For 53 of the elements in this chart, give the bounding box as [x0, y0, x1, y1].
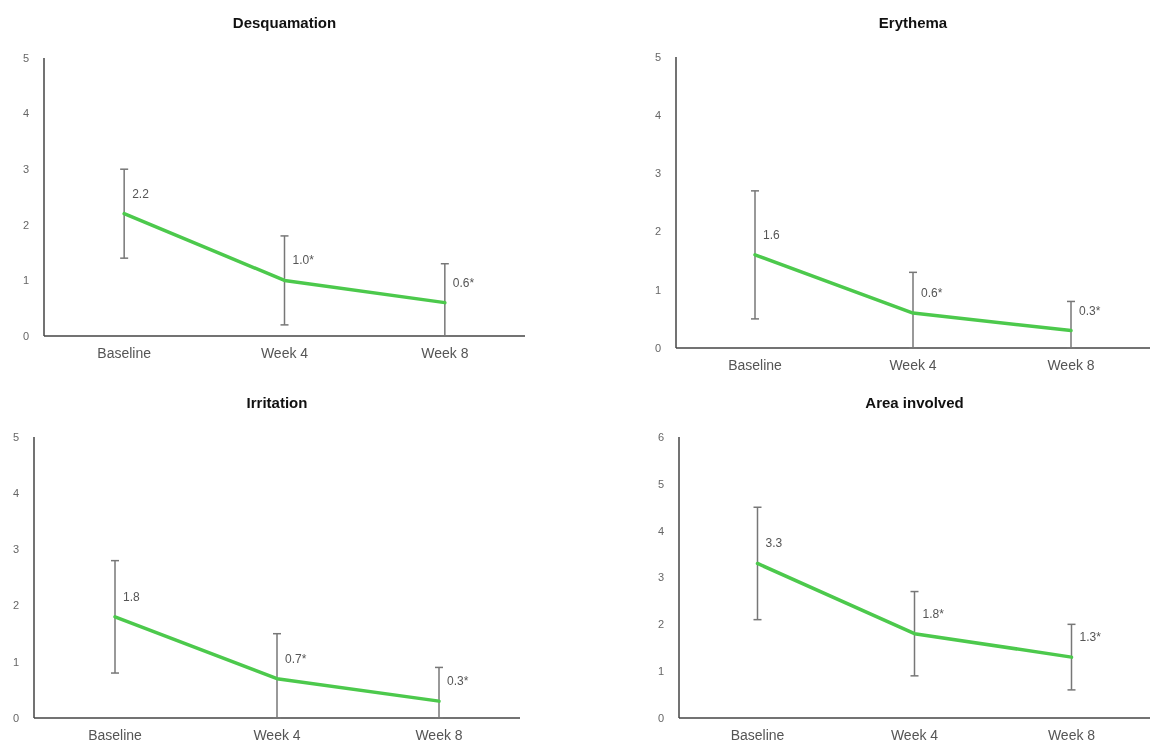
data-label: 0.7*	[285, 651, 307, 666]
y-tick-label: 4	[657, 524, 665, 537]
x-tick-label: Week 4	[253, 727, 301, 743]
x-tick-label: Week 8	[415, 727, 463, 743]
y-tick-label: 5	[22, 51, 30, 64]
y-tick-label: 3	[22, 163, 30, 176]
x-tick-label: Week 4	[889, 357, 937, 373]
data-label: 0.3*	[1079, 303, 1101, 318]
y-tick-label: 0	[12, 711, 20, 724]
y-tick-label: 6	[657, 430, 665, 443]
y-tick-label: 5	[654, 50, 662, 63]
chart-title: Area involved	[865, 394, 964, 411]
y-tick-label: 4	[654, 109, 662, 122]
x-tick-label: Week 4	[260, 345, 309, 361]
y-tick-label: 1	[654, 283, 662, 296]
x-tick-label: Baseline	[88, 727, 143, 743]
y-tick-label: 4	[22, 107, 30, 120]
x-tick-label: Baseline	[728, 357, 783, 373]
y-tick-label: 3	[12, 543, 20, 556]
data-label: 0.6*	[921, 286, 943, 301]
x-tick-label: Week 4	[890, 727, 939, 743]
y-tick-label: 0	[22, 329, 30, 342]
y-tick-label: 3	[657, 571, 665, 584]
x-tick-label: Week 8	[1047, 357, 1095, 373]
data-label: 1.8*	[922, 606, 945, 621]
y-tick-label: 5	[12, 430, 20, 443]
y-tick-label: 5	[657, 477, 665, 490]
data-label: 3.3	[765, 536, 783, 551]
y-tick-label: 2	[22, 218, 30, 231]
data-label: 1.0*	[292, 253, 315, 268]
chart-title: Erythema	[878, 14, 948, 31]
chart-title: Irritation	[246, 394, 308, 411]
y-tick-label: 1	[12, 655, 20, 668]
y-tick-label: 2	[654, 225, 662, 238]
data-label: 1.3*	[1079, 630, 1102, 645]
x-tick-label: Week 8	[421, 345, 469, 361]
x-tick-label: Week 8	[1047, 727, 1096, 743]
y-tick-label: 0	[654, 341, 662, 354]
x-tick-label: Baseline	[97, 345, 152, 361]
y-tick-label: 4	[12, 487, 20, 500]
data-label: 0.3*	[447, 674, 469, 689]
y-tick-label: 2	[657, 618, 665, 631]
y-tick-label: 3	[654, 167, 662, 180]
x-tick-label: Baseline	[730, 727, 785, 743]
data-label: 0.6*	[452, 275, 475, 290]
chart-title: Desquamation	[232, 14, 337, 31]
y-tick-label: 1	[657, 665, 665, 678]
y-tick-label: 1	[22, 274, 30, 287]
data-label: 2.2	[132, 186, 150, 201]
data-label: 1.6	[763, 227, 781, 242]
y-tick-label: 2	[12, 599, 20, 612]
data-label: 1.8	[123, 589, 141, 604]
y-tick-label: 0	[657, 711, 665, 724]
